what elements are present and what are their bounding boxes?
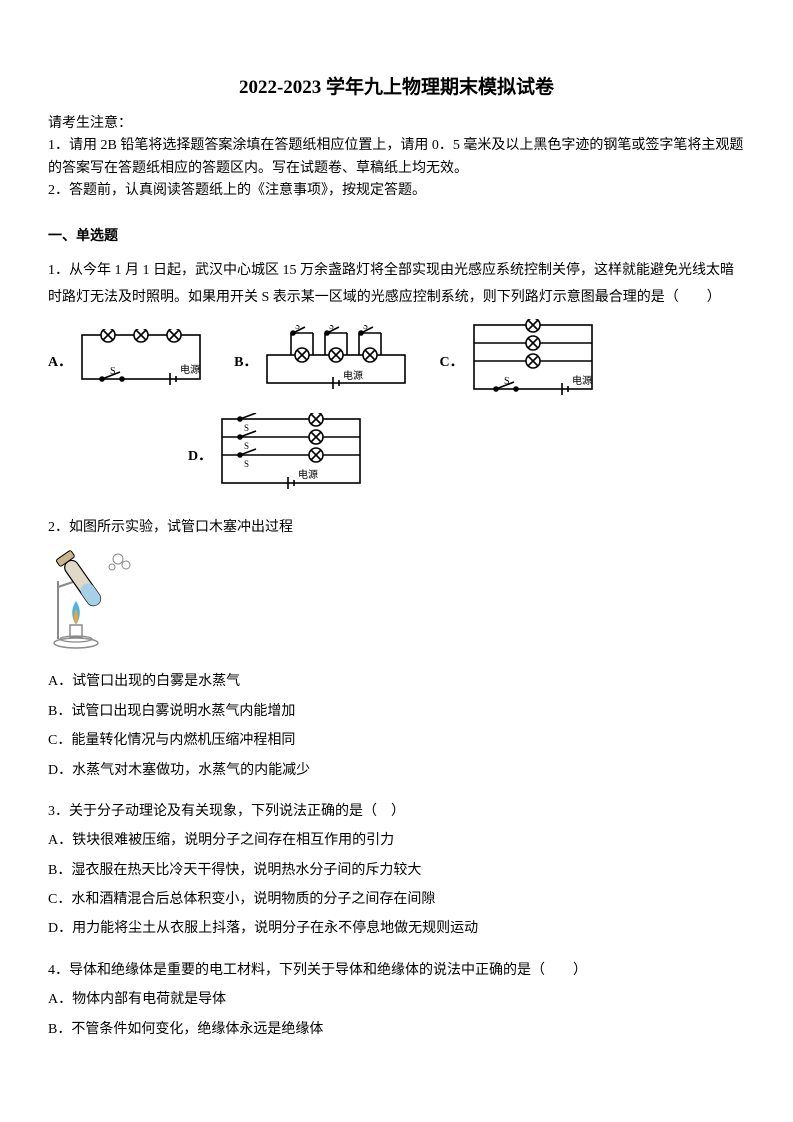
circuit-c-icon: S 电源 bbox=[468, 319, 598, 405]
q2-text: 2．如图所示实验，试管口木塞冲出过程 bbox=[48, 514, 745, 541]
q3-text: 3．关于分子动理论及有关现象，下列说法正确的是（ ） bbox=[48, 797, 745, 826]
opt-label-c: C． bbox=[439, 349, 463, 376]
q4-b: B．不管条件如何变化，绝缘体永远是绝缘体 bbox=[48, 1015, 745, 1044]
svg-text:S: S bbox=[295, 325, 300, 331]
question-4: 4．导体和绝缘体是重要的电工材料，下列关于导体和绝缘体的说法中正确的是（ ） A… bbox=[48, 956, 745, 1044]
circuit-d-icon: S S S 电源 bbox=[216, 413, 366, 499]
exam-notes: 请考生注意： 1．请用 2B 铅笔将选择题答案涂填在答题纸相应位置上，请用 0．… bbox=[48, 113, 745, 203]
opt-label-d: D． bbox=[188, 443, 212, 470]
svg-text:S: S bbox=[110, 366, 116, 377]
q3-b: B．湿衣服在热天比冷天干得快，说明热水分子间的斥力较大 bbox=[48, 856, 745, 885]
note-1: 1．请用 2B 铅笔将选择题答案涂填在答题纸相应位置上，请用 0．5 毫米及以上… bbox=[48, 135, 745, 180]
svg-text:S: S bbox=[244, 441, 249, 451]
q3-d: D．用力能将尘土从衣服上抖落，说明分子在永不停息地做无规则运动 bbox=[48, 914, 745, 943]
svg-text:S: S bbox=[244, 459, 249, 469]
q1-option-c: C． bbox=[439, 319, 597, 405]
svg-text:电源: 电源 bbox=[298, 468, 318, 481]
q4-text: 4．导体和绝缘体是重要的电工材料，下列关于导体和绝缘体的说法中正确的是（ ） bbox=[48, 956, 745, 985]
svg-text:S: S bbox=[504, 376, 510, 387]
q2-c: C．能量转化情况与内燃机压缩冲程相同 bbox=[48, 726, 745, 755]
svg-text:S: S bbox=[363, 325, 368, 331]
note-2: 2．答题前，认真阅读答题纸上的《注意事项》，按规定答题。 bbox=[48, 180, 745, 202]
q1-text: 1．从今年 1 月 1 日起，武汉中心城区 15 万余盏路灯将全部实现由光感应系… bbox=[48, 257, 745, 312]
q2-d: D．水蒸气对木塞做功，水蒸气的内能减少 bbox=[48, 756, 745, 785]
notes-header: 请考生注意： bbox=[48, 113, 745, 135]
svg-text:电源: 电源 bbox=[180, 363, 200, 376]
q2-experiment-icon bbox=[48, 549, 745, 659]
svg-text:电源: 电源 bbox=[572, 374, 592, 387]
opt-label-a: A． bbox=[48, 349, 72, 376]
q1-options-row-1: A． S 电源 bbox=[48, 319, 745, 405]
q1-option-b: B． bbox=[234, 325, 411, 399]
q2-b: B．试管口出现白雾说明水蒸气内能增加 bbox=[48, 697, 745, 726]
page-title: 2022-2023 学年九上物理期末模拟试卷 bbox=[48, 72, 745, 99]
opt-label-b: B． bbox=[234, 349, 257, 376]
circuit-a-icon: S 电源 bbox=[76, 329, 206, 395]
q1-option-d: D． S S bbox=[188, 413, 745, 499]
section-1-title: 一、单选题 bbox=[48, 225, 745, 245]
circuit-b-icon: S S S 电源 bbox=[261, 325, 411, 399]
svg-text:S: S bbox=[244, 423, 249, 433]
svg-text:S: S bbox=[329, 325, 334, 331]
q1-option-a: A． S 电源 bbox=[48, 329, 206, 395]
q4-a: A．物体内部有电荷就是导体 bbox=[48, 985, 745, 1014]
question-1: 1．从今年 1 月 1 日起，武汉中心城区 15 万余盏路灯将全部实现由光感应系… bbox=[48, 257, 745, 500]
svg-text:电源: 电源 bbox=[343, 369, 363, 382]
q3-a: A．铁块很难被压缩，说明分子之间存在相互作用的引力 bbox=[48, 826, 745, 855]
q2-a: A．试管口出现的白雾是水蒸气 bbox=[48, 667, 745, 696]
question-3: 3．关于分子动理论及有关现象，下列说法正确的是（ ） A．铁块很难被压缩，说明分… bbox=[48, 797, 745, 944]
question-2: 2．如图所示实验，试管口木塞冲出过程 A bbox=[48, 514, 745, 785]
q3-c: C．水和酒精混合后总体积变小，说明物质的分子之间存在间隙 bbox=[48, 885, 745, 914]
